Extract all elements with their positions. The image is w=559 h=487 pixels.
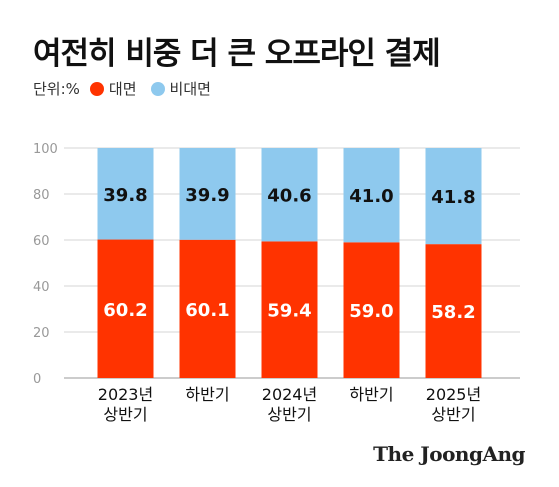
bar-segment-face-to-face — [179, 239, 236, 378]
x-tick-label: 하반기 — [349, 385, 393, 404]
legend-item-non-face-to-face: 비대면 — [150, 78, 211, 99]
data-label: 39.9 — [185, 185, 229, 206]
data-label: 60.1 — [185, 300, 229, 321]
bar-segment-non-face-to-face — [261, 148, 318, 242]
bar-segment-non-face-to-face — [97, 148, 154, 240]
data-label: 58.2 — [431, 302, 475, 323]
bar-segment-non-face-to-face — [343, 148, 400, 243]
legend-item-face-to-face: 대면 — [89, 78, 137, 99]
x-tick-label: 상반기 — [431, 405, 475, 424]
legend-label-non-face-to-face: 비대면 — [169, 80, 211, 98]
bar-segment-non-face-to-face — [179, 148, 236, 240]
y-tick-label: 80 — [33, 188, 50, 203]
unit-label: 단위:% — [33, 80, 80, 98]
legend: 단위:% 대면 비대면 — [33, 78, 225, 99]
bar-segment-face-to-face — [97, 239, 154, 378]
legend-swatch-non-face-to-face — [150, 81, 165, 96]
brand-logo: The JoongAng — [373, 442, 525, 466]
bar-segment-non-face-to-face — [425, 148, 482, 245]
data-label: 60.2 — [103, 300, 147, 321]
data-label: 39.8 — [103, 185, 147, 206]
y-tick-label: 40 — [33, 280, 50, 295]
y-tick-label: 60 — [33, 234, 50, 249]
chart-title: 여전히 비중 더 큰 오프라인 결제 — [33, 36, 441, 72]
data-label: 41.0 — [349, 186, 393, 207]
x-tick-label: 2025년 — [426, 385, 481, 404]
x-tick-label: 상반기 — [103, 405, 147, 424]
legend-swatch-face-to-face — [89, 81, 104, 96]
x-tick-label: 2023년 — [98, 385, 153, 404]
data-label: 40.6 — [267, 186, 311, 207]
bar-segment-face-to-face — [343, 242, 400, 378]
y-tick-label: 20 — [33, 326, 50, 341]
y-tick-label: 100 — [33, 142, 58, 157]
x-tick-label: 상반기 — [267, 405, 311, 424]
data-label: 41.8 — [431, 187, 475, 208]
x-tick-label: 2024년 — [262, 385, 317, 404]
bar-segment-face-to-face — [261, 241, 318, 378]
legend-label-face-to-face: 대면 — [108, 80, 137, 98]
y-tick-label: 0 — [33, 372, 41, 387]
bar-segment-face-to-face — [425, 244, 482, 378]
x-tick-label: 하반기 — [185, 385, 229, 404]
data-label: 59.4 — [267, 301, 311, 322]
data-label: 59.0 — [349, 301, 393, 322]
